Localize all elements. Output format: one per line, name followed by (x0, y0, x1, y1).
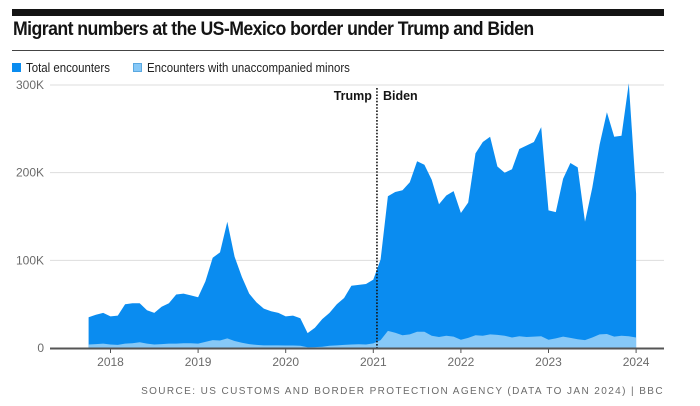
x-axis: 2018 2019 2020 2021 2022 2023 2024 (50, 347, 664, 369)
x-tick-label: 2022 (448, 355, 475, 369)
top-rule (12, 9, 664, 16)
legend-label-total: Total encounters (26, 60, 110, 75)
source-note: SOURCE: US CUSTOMS AND BORDER PROTECTION… (141, 386, 664, 397)
x-tick-label: 2020 (272, 355, 299, 369)
x-tick-label: 2018 (97, 355, 124, 369)
area-series (88, 83, 637, 348)
y-tick-label: 300K (16, 78, 44, 92)
y-axis-labels: 0 100K 200K 300K (16, 78, 44, 355)
legend-swatch-minors (133, 63, 143, 72)
x-tick-label: 2024 (623, 355, 650, 369)
area-unaccompanied-minors (88, 330, 637, 348)
legend-item-minors: Encounters with unaccompanied minors (133, 60, 378, 75)
legend-swatch-total (12, 63, 21, 72)
y-tick-label: 0 (37, 341, 44, 355)
area-total-encounters (88, 83, 637, 348)
x-tick-label: 2021 (360, 355, 387, 369)
x-tick-label: 2023 (535, 355, 562, 369)
legend: Total encounters Encounters with unaccom… (12, 60, 390, 75)
y-tick-label: 100K (16, 253, 44, 267)
legend-item-total: Total encounters (12, 60, 121, 75)
title-divider (12, 50, 664, 51)
legend-label-minors: Encounters with unaccompanied minors (147, 60, 351, 75)
era-label-biden: Biden (383, 89, 418, 103)
era-annotations: Trump Biden (334, 88, 418, 348)
y-tick-label: 200K (16, 166, 44, 180)
x-tick-label: 2019 (185, 355, 212, 369)
era-label-trump: Trump (334, 89, 373, 103)
chart-title: Migrant numbers at the US-Mexico border … (13, 19, 534, 40)
